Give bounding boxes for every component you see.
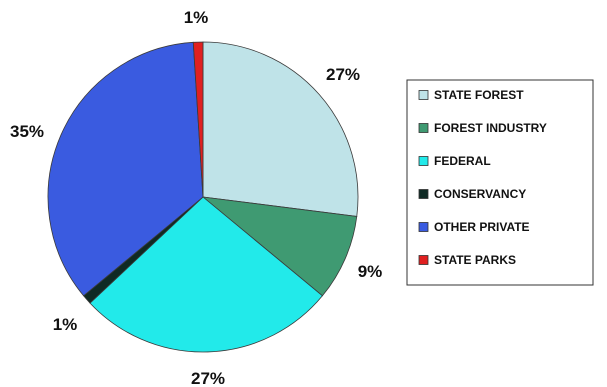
legend-label-state-parks: STATE PARKS: [434, 253, 516, 267]
pie-slice-forest-industry: [201, 196, 358, 297]
legend-swatch-federal: [418, 156, 429, 166]
pie-slice-other-private: [47, 41, 204, 297]
pct-label-federal: 27%: [191, 369, 225, 387]
pct-label-conservancy: 1%: [53, 315, 78, 334]
legend-box: [406, 79, 594, 286]
legend-swatch-forest-industry: [418, 123, 429, 133]
legend-swatch-state-parks: [418, 255, 429, 265]
pct-label-forest-industry: 9%: [358, 262, 383, 281]
legend: STATE FOREST FOREST INDUSTRY FEDERAL CONSER…: [406, 79, 594, 286]
legend-swatch-conservancy: [418, 189, 429, 199]
legend-label-other-private: OTHER PRIVATE: [434, 220, 530, 234]
pie-slice-state-parks: [192, 41, 204, 198]
pie-slice-federal: [89, 196, 323, 353]
pie-slice-state-forest: [202, 41, 359, 217]
legend-label-state-forest: STATE FOREST: [434, 88, 524, 102]
pct-label-state-forest: 27%: [326, 65, 360, 84]
pie-percentage-labels: 27% 9% 27% 1% 35% 1%: [10, 8, 382, 387]
pct-label-state-parks: 1%: [184, 8, 209, 27]
legend-label-forest-industry: FOREST INDUSTRY: [434, 121, 547, 135]
pie-slices: [47, 41, 359, 353]
legend-swatch-state-forest: [418, 90, 429, 100]
legend-label-conservancy: CONSERVANCY: [434, 187, 526, 201]
legend-swatch-other-private: [418, 222, 429, 232]
legend-label-federal: FEDERAL: [434, 154, 491, 168]
pct-label-other-private: 35%: [10, 122, 44, 141]
